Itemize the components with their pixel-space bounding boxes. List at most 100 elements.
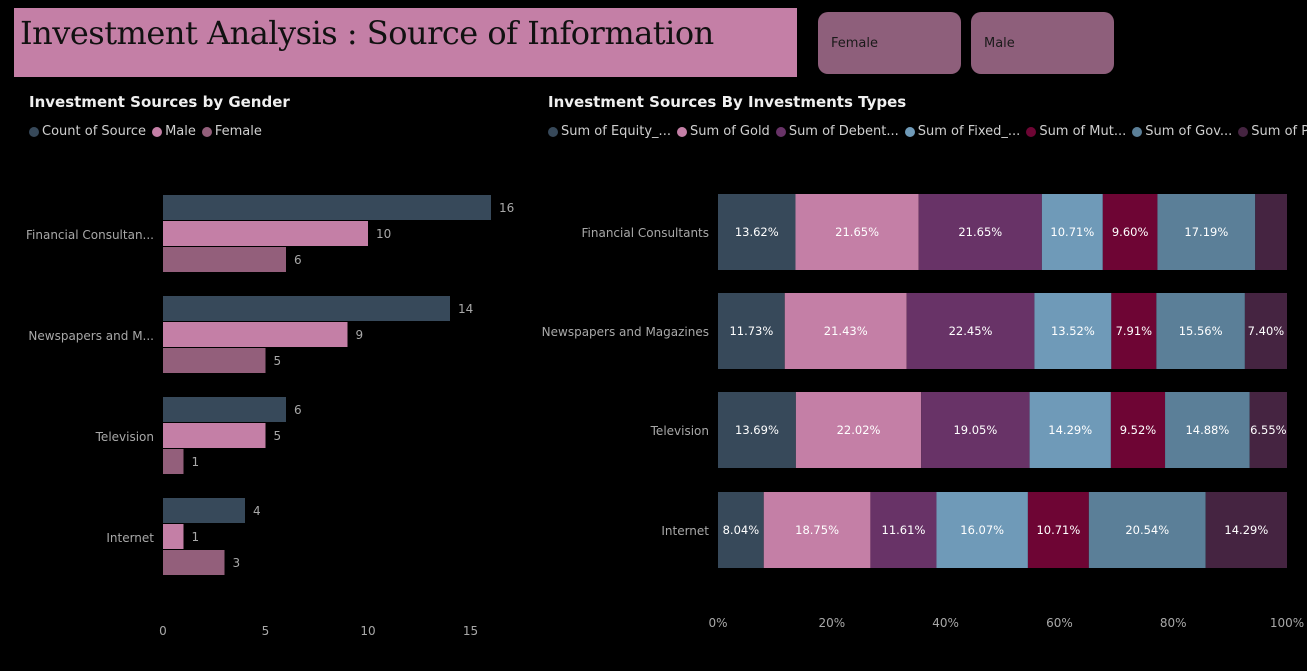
legend-item-sum-of-gold[interactable]: Sum of Gold: [676, 124, 770, 139]
data-label: 10: [376, 227, 391, 241]
legend-dot-icon: [548, 126, 558, 137]
segment-sum-of-gov-0[interactable]: [1157, 194, 1256, 270]
segment-sum-of-debent-2[interactable]: [921, 392, 1030, 468]
segment-sum-of-ppf-3[interactable]: [1205, 492, 1287, 568]
segment-label: 17.19%: [1184, 225, 1228, 239]
legend-label: Sum of Fixed_...: [917, 124, 1021, 139]
legend-label: Sum of Mut...: [1039, 124, 1127, 139]
bar-female-0[interactable]: [163, 247, 286, 272]
segment-sum-of-ppf-1[interactable]: [1244, 293, 1287, 369]
legend-dot-icon: [29, 126, 39, 137]
bar-count-of-source-2[interactable]: [163, 397, 286, 422]
x-tick-label: 5: [262, 624, 270, 638]
legend-item-male[interactable]: Male: [152, 124, 196, 139]
segment-sum-of-debent-1[interactable]: [906, 293, 1035, 369]
segment-label: 21.65%: [835, 225, 879, 239]
data-label: 9: [356, 328, 364, 342]
legend-label: Male: [165, 124, 196, 139]
segment-label: 21.65%: [958, 225, 1002, 239]
data-label: 1: [192, 530, 200, 544]
segment-sum-of-fixed-2[interactable]: [1029, 392, 1111, 468]
gender-chart-title: Investment Sources by Gender: [29, 93, 290, 111]
legend-item-sum-of-gov[interactable]: Sum of Gov...: [1132, 124, 1232, 139]
x-tick-label: 100%: [1270, 616, 1304, 630]
segment-sum-of-ppf-2[interactable]: [1249, 392, 1287, 468]
segment-sum-of-gov-3[interactable]: [1088, 492, 1206, 568]
legend-dot-icon: [152, 126, 163, 137]
data-label: 5: [274, 429, 282, 443]
x-tick-label: 0: [159, 624, 167, 638]
segment-sum-of-gold-3[interactable]: [763, 492, 871, 568]
bar-female-3[interactable]: [163, 550, 225, 575]
legend-label: Sum of Debent...: [788, 124, 899, 139]
segment-label: 9.60%: [1112, 225, 1149, 239]
legend-item-sum-of-fixed[interactable]: Sum of Fixed_...: [904, 124, 1021, 139]
data-label: 16: [499, 201, 514, 215]
types-stacked-bar-chart: Financial Consultants 13.62% 21.65% 21.65% 1…: [542, 194, 1304, 630]
slicer-female-button[interactable]: Female: [818, 12, 961, 74]
legend-dot-icon: [1026, 126, 1037, 137]
data-label: 14: [458, 302, 473, 316]
bar-male-2[interactable]: [163, 423, 266, 448]
x-tick-label: 20%: [818, 616, 845, 630]
segment-label: 7.91%: [1116, 324, 1153, 338]
bar-male-1[interactable]: [163, 322, 348, 347]
segment-sum-of-debent-0[interactable]: [918, 194, 1042, 270]
types-chart-legend: Sum of Equity_... Sum of Gold Sum of Deben…: [548, 124, 1307, 139]
segment-sum-of-mut-2[interactable]: [1110, 392, 1166, 468]
segment-sum-of-gold-1[interactable]: [784, 293, 907, 369]
legend-item-sum-of-debent[interactable]: Sum of Debent...: [775, 124, 899, 139]
bar-female-2[interactable]: [163, 449, 184, 474]
category-label: Internet: [661, 524, 709, 538]
bar-count-of-source-3[interactable]: [163, 498, 245, 523]
data-label: 6: [294, 403, 302, 417]
segment-sum-of-gov-2[interactable]: [1165, 392, 1250, 468]
category-label: Newspapers and M...: [28, 329, 154, 343]
legend-item-female[interactable]: Female: [201, 124, 262, 139]
legend-label: Count of Source: [42, 124, 147, 139]
x-tick-label: 80%: [1160, 616, 1187, 630]
segment-sum-of-gov-1[interactable]: [1156, 293, 1245, 369]
segment-label: 6.55%: [1250, 423, 1287, 437]
segment-sum-of-fixed-1[interactable]: [1034, 293, 1112, 369]
segment-sum-of-equity-1[interactable]: [718, 293, 785, 369]
legend-label: Sum of PPF: [1251, 124, 1307, 139]
category-label: Television: [650, 424, 709, 438]
segment-label: 8.04%: [723, 523, 760, 537]
segment-sum-of-mut-0[interactable]: [1102, 194, 1158, 270]
segment-sum-of-ppf-0[interactable]: [1255, 194, 1287, 270]
segment-label: 14.29%: [1048, 423, 1092, 437]
segment-label: 7.40%: [1248, 324, 1285, 338]
segment-sum-of-gold-0[interactable]: [795, 194, 919, 270]
legend-item-sum-of-ppf[interactable]: Sum of PPF: [1238, 124, 1307, 139]
bar-count-of-source-0[interactable]: [163, 195, 491, 220]
segment-sum-of-mut-3[interactable]: [1027, 492, 1089, 568]
segment-label: 13.69%: [735, 423, 779, 437]
bar-count-of-source-1[interactable]: [163, 296, 450, 321]
legend-dot-icon: [676, 126, 687, 137]
segment-label: 11.61%: [882, 523, 926, 537]
segment-sum-of-gold-2[interactable]: [795, 392, 922, 468]
legend-item-count-of-source[interactable]: Count of Source: [29, 124, 146, 139]
segment-sum-of-equity-3[interactable]: [718, 492, 764, 568]
slicer-male-button[interactable]: Male: [971, 12, 1114, 74]
segment-sum-of-debent-3[interactable]: [870, 492, 937, 568]
segment-sum-of-equity-2[interactable]: [718, 392, 796, 468]
data-label: 4: [253, 504, 261, 518]
segment-sum-of-equity-0[interactable]: [718, 194, 796, 270]
legend-dot-icon: [775, 126, 786, 137]
segment-sum-of-fixed-0[interactable]: [1041, 194, 1103, 270]
category-label: Newspapers and Magazines: [542, 325, 709, 339]
bar-male-3[interactable]: [163, 524, 184, 549]
legend-item-sum-of-equity[interactable]: Sum of Equity_...: [548, 124, 671, 139]
legend-dot-icon: [1238, 126, 1249, 137]
segment-label: 14.29%: [1224, 523, 1268, 537]
bar-female-1[interactable]: [163, 348, 266, 373]
legend-item-sum-of-mut[interactable]: Sum of Mut...: [1026, 124, 1126, 139]
segment-sum-of-mut-1[interactable]: [1111, 293, 1157, 369]
bar-male-0[interactable]: [163, 221, 368, 246]
segment-label: 15.56%: [1179, 324, 1223, 338]
slicer-female-label: Female: [831, 36, 879, 51]
segment-sum-of-fixed-3[interactable]: [936, 492, 1028, 568]
category-label: Television: [95, 430, 154, 444]
